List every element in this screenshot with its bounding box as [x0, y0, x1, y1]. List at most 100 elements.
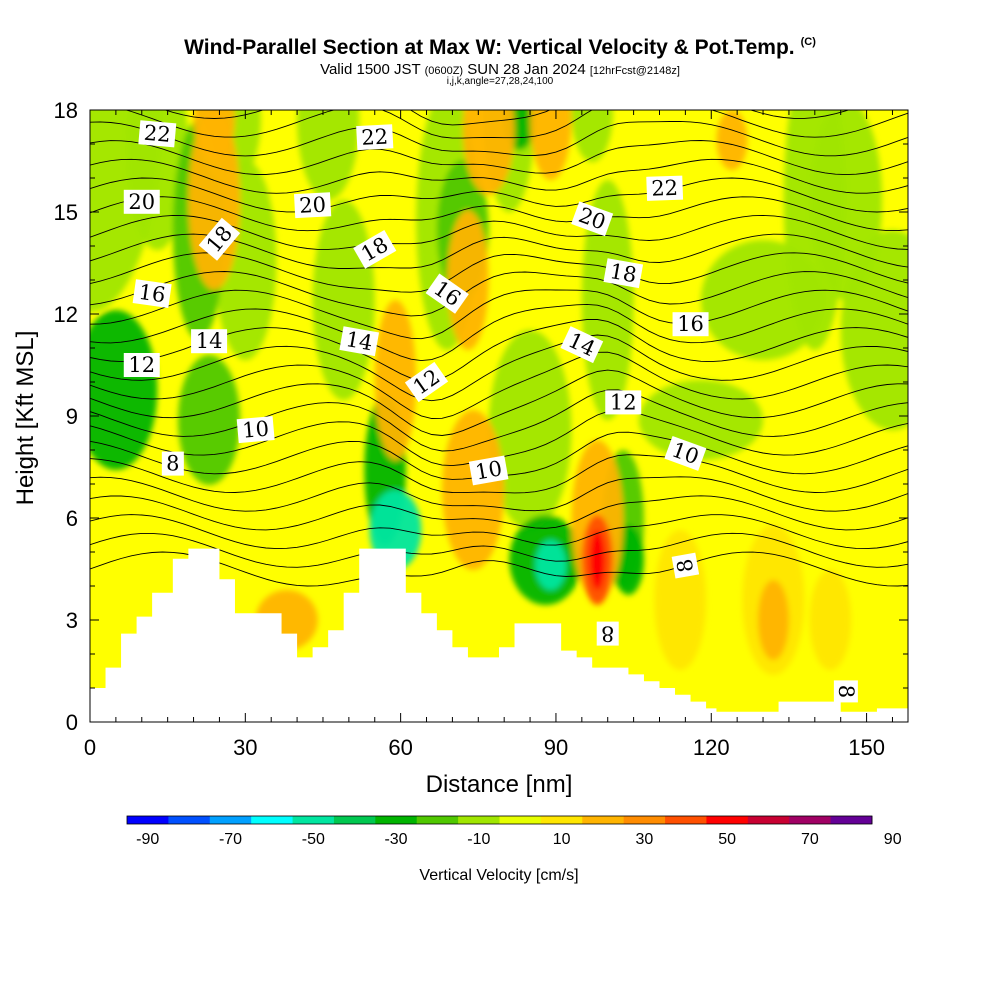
velocity-cell — [840, 230, 908, 430]
contour-label-box — [356, 124, 394, 151]
colorbar-segment — [540, 816, 583, 824]
y-tick-label: 15 — [54, 200, 78, 225]
colorbar-segment — [747, 816, 790, 824]
colorbar-tick-label: -50 — [302, 831, 325, 848]
contour-label: 8 — [596, 621, 619, 646]
velocity-cell — [571, 110, 613, 162]
velocity-cell — [589, 530, 606, 590]
contour-label-text: 22 — [143, 121, 172, 147]
contour-label: 8 — [833, 680, 858, 703]
contour-label-text: 22 — [361, 125, 389, 150]
colorbar-tick-label: -90 — [136, 831, 159, 848]
colorbar-tick-label: 30 — [636, 831, 654, 848]
colorbar-tick-label: 70 — [801, 831, 819, 848]
colorbar-segment — [333, 816, 376, 824]
contour-label: 20 — [123, 189, 160, 214]
colorbar-segment — [582, 816, 625, 824]
contour-label-box — [236, 416, 275, 444]
colorbar-segment — [623, 816, 666, 824]
isentrope-line — [90, 289, 908, 340]
isentrope-line — [90, 177, 908, 213]
contour-label-box — [123, 189, 160, 214]
colorbar-segment — [251, 816, 293, 824]
contour-label: 18 — [603, 258, 644, 289]
velocity-cell — [530, 110, 572, 180]
contour-label-text: 12 — [128, 353, 155, 377]
velocity-cell — [488, 330, 572, 530]
isentrope-line — [124, 110, 908, 139]
velocity-cell — [297, 110, 360, 200]
title-text: Wind-Parallel Section at Max W: Vertical… — [184, 36, 795, 59]
isentrope-line — [90, 158, 908, 194]
contour-label-box — [161, 451, 184, 476]
isentrope-line — [90, 551, 908, 587]
isentrope-line — [90, 120, 908, 157]
velocity-cell — [757, 580, 789, 660]
colorbar-segment — [292, 816, 335, 824]
isentrope-line — [90, 196, 908, 232]
contour-label-box — [560, 326, 604, 364]
contour-label-text: 8 — [166, 452, 179, 476]
colorbar-tick-label: -10 — [467, 831, 490, 848]
contour-label-text: 18 — [608, 259, 638, 287]
contour-label: 12 — [605, 390, 642, 415]
contour-label-text: 20 — [299, 193, 327, 218]
colorbar-frame — [126, 815, 873, 825]
isentrope-line — [90, 476, 908, 512]
contour-label: 16 — [672, 312, 709, 337]
contour-label: 22 — [356, 124, 394, 151]
contour-label-box — [339, 326, 380, 357]
colorbar-segment — [665, 816, 707, 824]
colorbar-segment — [127, 816, 169, 824]
isentrope-line — [90, 454, 908, 494]
colorbar-tick-label: 10 — [553, 831, 571, 848]
isentrope-line — [90, 514, 908, 550]
isentrope-line — [90, 495, 908, 531]
isentrope-line — [90, 271, 908, 317]
isentrope-line — [90, 334, 908, 402]
chart-subtitle: Valid 1500 JST (0600Z) SUN 28 Jan 2024 [… — [0, 61, 1000, 78]
y-tick-label: 6 — [66, 506, 78, 531]
colorbar: -90 -70 -50 -30 -10 10 30 50 70 90 — [126, 815, 902, 848]
contour-label: 22 — [646, 175, 684, 201]
velocity-cell — [535, 540, 567, 590]
colorbar-tick-label: 90 — [884, 831, 902, 848]
contour-label-box — [596, 621, 619, 646]
contour-label-text: 10 — [473, 456, 503, 484]
colorbar-segment — [168, 816, 211, 824]
isentrope-line — [90, 532, 908, 568]
contour-label-box — [425, 273, 469, 314]
x-axis: 0 30 60 90 120 150 — [84, 110, 893, 760]
contour-label: 20 — [571, 201, 614, 237]
velocity-cell — [447, 210, 489, 350]
contour-label: 8 — [161, 451, 184, 476]
contour-label-box — [132, 279, 172, 308]
colorbar-segment — [706, 816, 749, 824]
isentrope-line — [163, 110, 850, 126]
colorbar-segment — [458, 816, 500, 824]
forecast-info: [12hrFcst@2148z] — [589, 65, 680, 77]
contour-label-box — [671, 552, 700, 579]
velocity-cell — [193, 110, 235, 160]
contour-label-text: 20 — [128, 190, 155, 214]
contour-label-text: 14 — [344, 327, 374, 355]
contour-label-box — [123, 353, 160, 377]
colorbar-tick-label: 50 — [718, 831, 736, 848]
valid-time: Valid 1500 JST — [320, 61, 421, 78]
colorbar-tick-label: -30 — [384, 831, 407, 848]
colorbar-segment — [830, 816, 873, 824]
velocity-cell — [178, 355, 241, 485]
x-tick-label: 90 — [544, 735, 568, 760]
contour-label-text: 8 — [672, 557, 698, 574]
contour-label-box — [603, 258, 644, 289]
colorbar-title: Vertical Velocity [cm/s] — [419, 867, 578, 884]
contour-label: 20 — [294, 192, 332, 219]
isentrope-line — [90, 140, 908, 176]
y-axis: 0 3 6 9 12 15 18 — [54, 98, 908, 735]
contour-label: 10 — [664, 435, 707, 471]
contour-label: 14 — [339, 326, 380, 357]
velocity-cell — [654, 530, 707, 670]
contour-label-text: 8 — [834, 685, 858, 698]
contour-label-box — [138, 120, 177, 148]
